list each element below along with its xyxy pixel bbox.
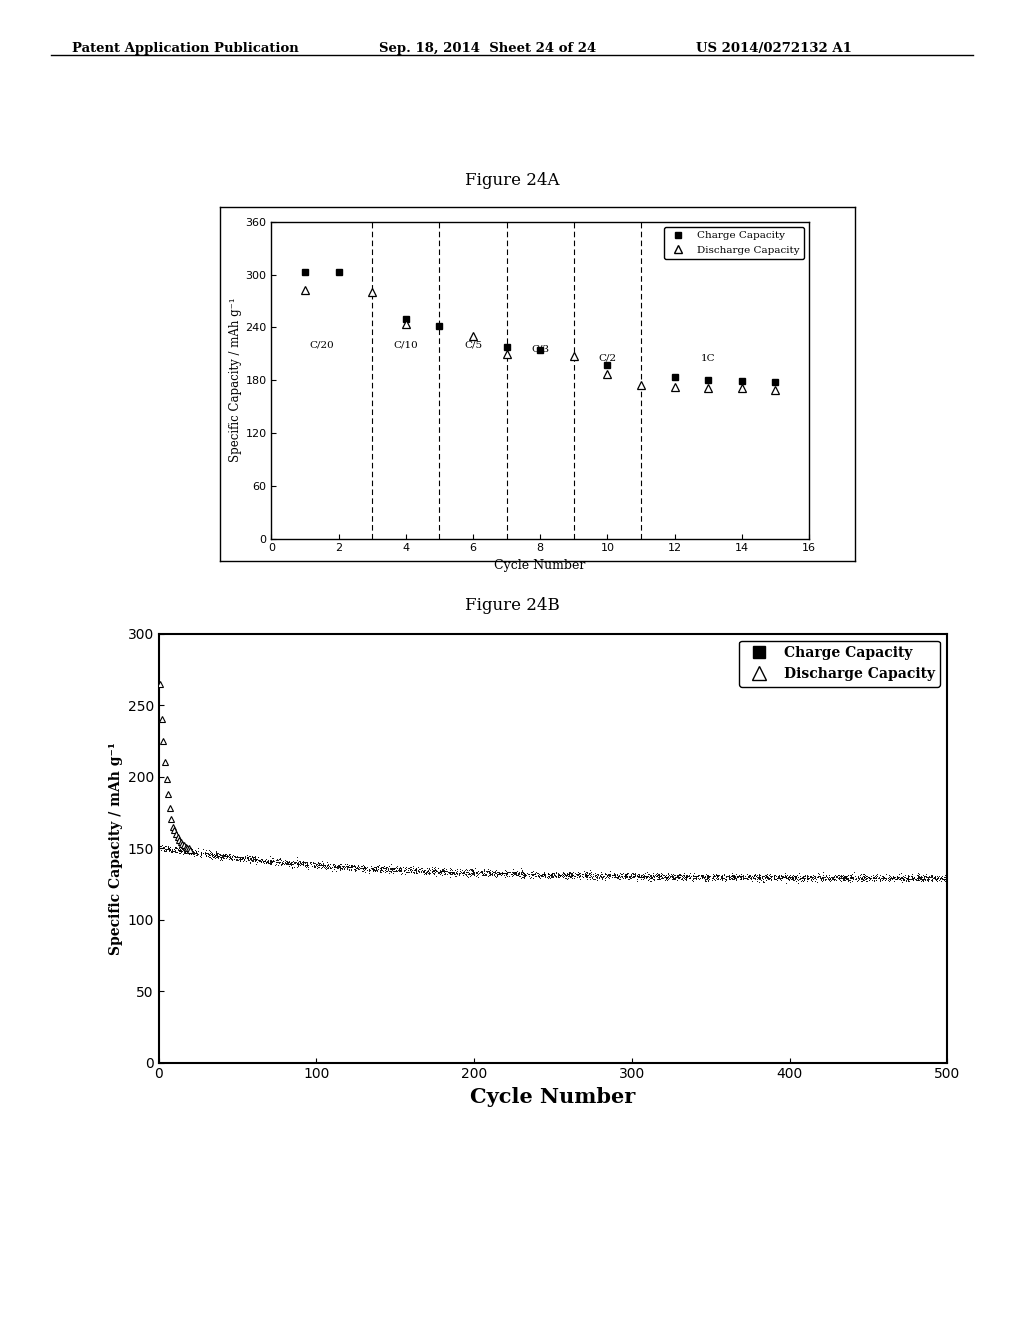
Text: Sep. 18, 2014  Sheet 24 of 24: Sep. 18, 2014 Sheet 24 of 24 bbox=[379, 42, 596, 55]
Text: Patent Application Publication: Patent Application Publication bbox=[72, 42, 298, 55]
Text: C/20: C/20 bbox=[309, 341, 334, 350]
Text: Figure 24B: Figure 24B bbox=[465, 597, 559, 614]
Legend: Charge Capacity, Discharge Capacity: Charge Capacity, Discharge Capacity bbox=[739, 640, 940, 686]
Legend: Charge Capacity, Discharge Capacity: Charge Capacity, Discharge Capacity bbox=[664, 227, 804, 259]
Text: C/10: C/10 bbox=[393, 341, 418, 350]
Text: Figure 24A: Figure 24A bbox=[465, 172, 559, 189]
Text: C/5: C/5 bbox=[464, 341, 482, 350]
Text: C/2: C/2 bbox=[598, 354, 616, 363]
Text: US 2014/0272132 A1: US 2014/0272132 A1 bbox=[696, 42, 852, 55]
Text: C/3: C/3 bbox=[531, 345, 549, 354]
Y-axis label: Specific Capacity / mAh g⁻¹: Specific Capacity / mAh g⁻¹ bbox=[229, 298, 243, 462]
Text: 1C: 1C bbox=[700, 354, 716, 363]
X-axis label: Cycle Number: Cycle Number bbox=[470, 1086, 636, 1107]
Y-axis label: Specific Capacity / mAh g⁻¹: Specific Capacity / mAh g⁻¹ bbox=[110, 742, 123, 954]
X-axis label: Cycle Number: Cycle Number bbox=[495, 558, 586, 572]
